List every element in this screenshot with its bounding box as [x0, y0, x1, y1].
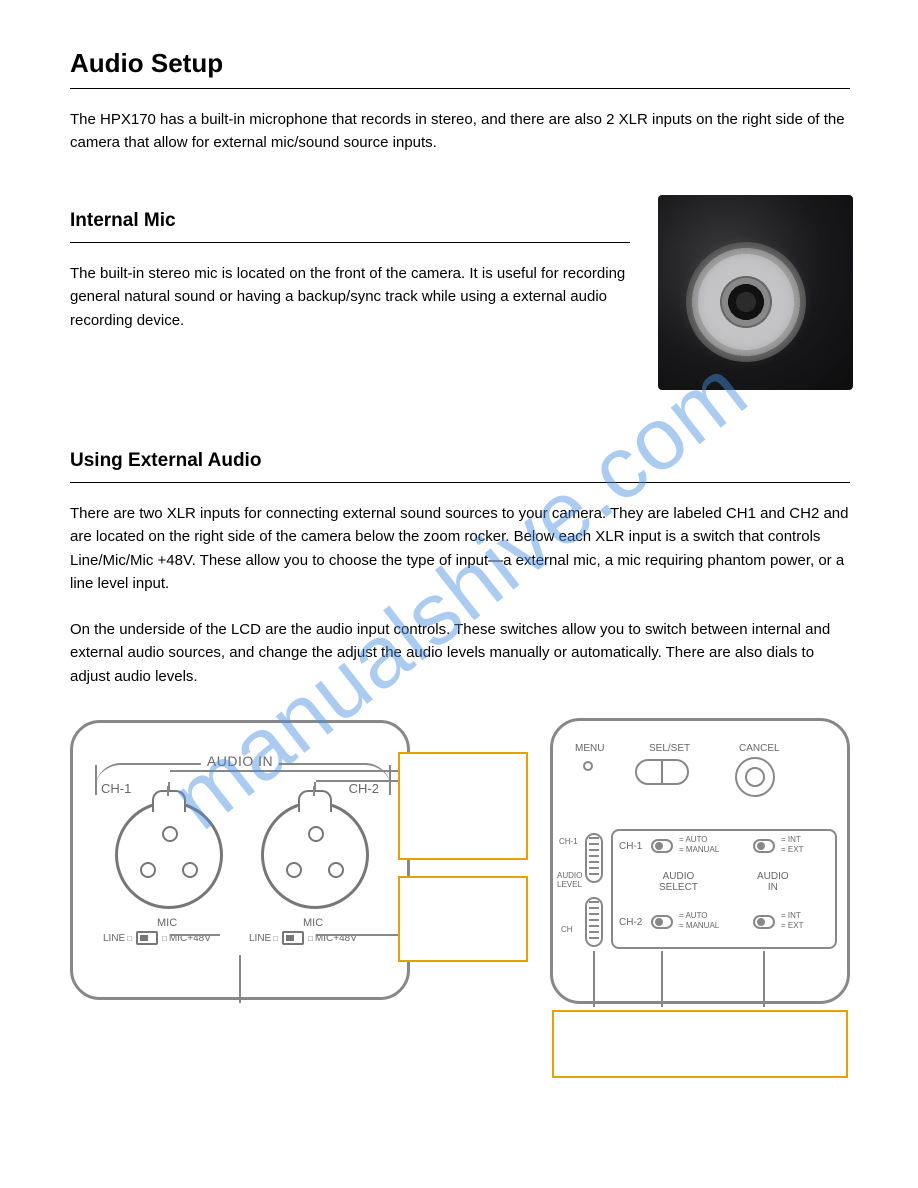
selset-dial-icon	[635, 759, 689, 785]
xlr-panel-diagram: AUDIO IN CH-1 CH-2 MIC MIC LINE□ □MIC+48…	[70, 720, 410, 1000]
external-body-2: On the underside of the LCD are the audi…	[70, 618, 850, 688]
speaker-icon	[686, 242, 806, 362]
lead-line	[593, 951, 595, 1007]
xlr-ch1-icon	[115, 801, 223, 909]
lead-line	[167, 786, 169, 796]
lead-line	[170, 934, 220, 936]
ch2-line-mic-switch-icon	[282, 931, 304, 945]
edge-ch: CH	[561, 925, 573, 934]
ext-label-2: EXT	[788, 921, 804, 930]
audio-in-label: AUDIO IN	[201, 753, 279, 769]
mic-label-2: MIC	[303, 917, 323, 929]
manual-label: MANUAL	[686, 845, 719, 854]
lead-line	[313, 786, 315, 796]
title-rule	[70, 88, 850, 89]
auto-label-2: AUTO	[685, 911, 707, 920]
callout-box-controls	[552, 1010, 848, 1078]
ch2-level-wheel-icon	[585, 897, 603, 947]
lead-line	[763, 951, 765, 1007]
intro-text: The HPX170 has a built-in microphone tha…	[70, 108, 850, 155]
external-audio-heading: Using External Audio	[70, 450, 261, 472]
box-ch1: CH-1	[619, 841, 642, 852]
auto-label: AUTO	[685, 835, 707, 844]
internal-mic-heading: Internal Mic	[70, 210, 176, 232]
internal-rule	[70, 242, 630, 243]
lead-line	[170, 770, 398, 772]
mic-label-1: MIC	[157, 917, 177, 929]
ch1-label: CH-1	[101, 781, 131, 796]
internal-mic-photo	[658, 195, 853, 390]
box-ch2: CH-2	[619, 917, 642, 928]
ch1-level-wheel-icon	[585, 833, 603, 883]
menu-hole-icon	[583, 761, 593, 771]
external-rule	[70, 482, 850, 483]
ch1-int-switch-icon	[753, 839, 775, 853]
ch1-line-label: LINE	[103, 933, 125, 944]
xlr-ch2-icon	[261, 801, 369, 909]
edge-ch1: CH-1	[559, 837, 578, 846]
internal-mic-body: The built-in stereo mic is located on th…	[70, 262, 630, 332]
ch1-line-mic-switch-icon	[136, 931, 158, 945]
ch1-auto-switch-icon	[651, 839, 673, 853]
page: manualshive.com Audio Setup The HPX170 h…	[0, 0, 918, 1188]
cancel-knob-icon	[735, 757, 775, 797]
audio-select-label: AUDIO SELECT	[659, 871, 698, 893]
lead-line	[239, 955, 241, 1003]
lcd-controls-diagram: MENU SEL/SET CANCEL CH-1 AUDIO LEVEL CH …	[550, 718, 850, 1004]
external-body-1: There are two XLR inputs for connecting …	[70, 502, 850, 595]
ch2-int-switch-icon	[753, 915, 775, 929]
audio-in-label-2: AUDIO IN	[757, 871, 789, 893]
lead-line	[316, 780, 398, 782]
edge-audio-level: AUDIO LEVEL	[557, 871, 582, 889]
ch2-auto-switch-icon	[651, 915, 673, 929]
lead-line	[316, 934, 400, 936]
menu-label: MENU	[575, 743, 604, 754]
callout-box-switch	[398, 876, 528, 962]
ch2-label: CH-2	[349, 781, 379, 796]
int-label: INT	[788, 835, 801, 844]
cancel-label: CANCEL	[739, 743, 780, 754]
int-label-2: INT	[788, 911, 801, 920]
selset-label: SEL/SET	[649, 743, 690, 754]
manual-label-2: MANUAL	[686, 921, 719, 930]
callout-box-xlr	[398, 752, 528, 860]
page-title: Audio Setup	[70, 48, 223, 79]
lead-line	[661, 951, 663, 1007]
ext-label: EXT	[788, 845, 804, 854]
ch2-line-label: LINE	[249, 933, 271, 944]
